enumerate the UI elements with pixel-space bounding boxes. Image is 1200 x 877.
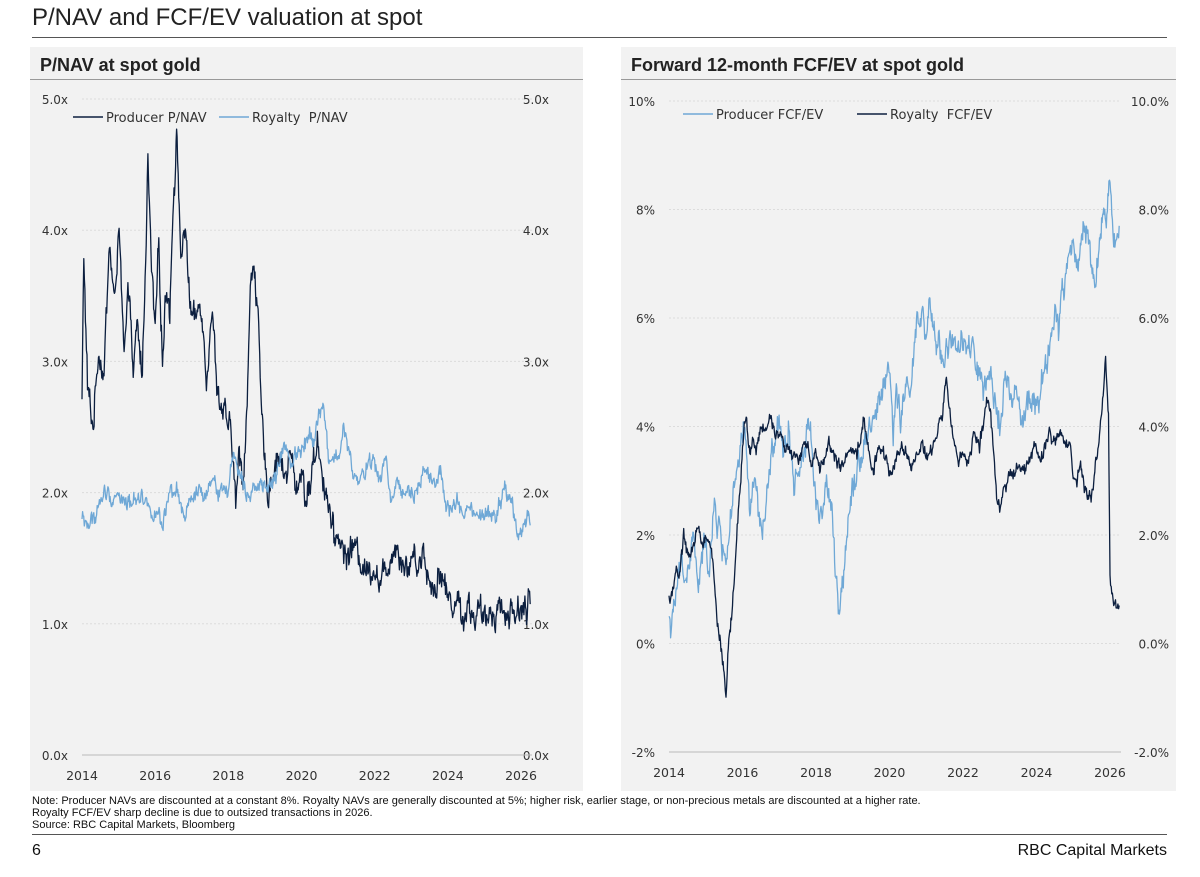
y-tick-label-right: 6.0%: [1139, 312, 1170, 326]
y-tick-label-right: -2.0%: [1134, 746, 1169, 760]
x-tick-label: 2014: [66, 768, 98, 783]
y-tick-label-left: 10%: [628, 95, 655, 109]
y-tick-label-left: 5.0x: [42, 93, 68, 107]
y-tick-label-right: 10.0%: [1131, 95, 1169, 109]
footnotes: Note: Producer NAVs are discounted at a …: [32, 795, 921, 831]
x-tick-label: 2022: [359, 768, 391, 783]
y-tick-label-left: 4%: [636, 421, 655, 435]
legend-label-royalty-fcfev: Royalty FCF/EV: [890, 108, 992, 123]
x-tick-label: 2016: [139, 768, 171, 783]
y-tick-label-right: 2.0x: [523, 487, 549, 501]
y-tick-label-left: 8%: [636, 204, 655, 218]
y-tick-label-left: 0.0x: [42, 749, 68, 763]
page-title: P/NAV and FCF/EV valuation at spot: [32, 4, 423, 31]
x-tick-label: 2024: [1021, 765, 1053, 780]
x-tick-label: 2018: [800, 765, 832, 780]
y-tick-label-left: 0%: [636, 638, 655, 652]
x-tick-label: 2018: [212, 768, 244, 783]
y-tick-label-right: 0.0%: [1139, 638, 1170, 652]
x-tick-label: 2024: [432, 768, 464, 783]
series-line-producer-fcf-ev: [668, 179, 1120, 639]
x-tick-label: 2020: [874, 765, 906, 780]
x-tick-label: 2020: [286, 768, 318, 783]
series-line-royalty-fcf-ev: [668, 355, 1120, 698]
y-tick-label-left: 1.0x: [42, 618, 68, 632]
y-tick-label-right: 4.0x: [523, 224, 549, 238]
y-tick-label-right: 2.0%: [1139, 529, 1170, 543]
x-tick-label: 2026: [505, 768, 537, 783]
legend-label-royalty-pnav: Royalty P/NAV: [252, 111, 348, 126]
footer-brand: RBC Capital Markets: [1017, 842, 1167, 859]
x-tick-label: 2016: [727, 765, 759, 780]
page-number: 6: [32, 842, 41, 859]
series-line-royalty-p-nav: [81, 402, 531, 541]
y-tick-label-left: -2%: [632, 746, 655, 760]
y-tick-label-left: 6%: [636, 312, 655, 326]
x-tick-label: 2014: [653, 765, 685, 780]
y-tick-label-right: 4.0%: [1139, 421, 1170, 435]
fcfev-chart-title: Forward 12-month FCF/EV at spot gold: [631, 55, 964, 75]
footnote-line: Royalty FCF/EV sharp decline is due to o…: [32, 807, 373, 819]
y-tick-label-left: 2%: [636, 529, 655, 543]
title-divider: [32, 37, 1167, 38]
y-tick-label-left: 3.0x: [42, 355, 68, 369]
fcfev-panel: Forward 12-month FCF/EV at spot gold -2%…: [621, 47, 1176, 791]
pnav-panel: P/NAV at spot gold 0.0x 0.0x 1.0x 1.0x 2.0x 2…: [30, 47, 583, 791]
y-tick-label-right: 1.0x: [523, 618, 549, 632]
legend-label-producer-fcfev: Producer FCF/EV: [716, 108, 823, 123]
source-line: Source: RBC Capital Markets, Bloomberg: [32, 819, 235, 831]
x-tick-label: 2022: [947, 765, 979, 780]
y-tick-label-right: 0.0x: [523, 749, 549, 763]
x-tick-label: 2026: [1094, 765, 1126, 780]
fcfev-title-divider: [621, 79, 1176, 80]
fcfev-chart: -2% -2.0% 0% 0.0% 2% 2.0% 4% 4.0% 6% 6.0% 8% 8.0% 10…: [628, 95, 1170, 780]
series-line-producer-p-nav: [81, 128, 531, 634]
y-tick-label-left: 2.0x: [42, 487, 68, 501]
pnav-title-divider: [30, 79, 583, 80]
y-tick-label-left: 4.0x: [42, 224, 68, 238]
footnote-line: Note: Producer NAVs are discounted at a …: [32, 795, 921, 807]
y-tick-label-right: 3.0x: [523, 355, 549, 369]
legend-label-producer-pnav: Producer P/NAV: [106, 111, 207, 126]
pnav-chart: 0.0x 0.0x 1.0x 1.0x 2.0x 2.0x 3.0x 3.0x 4.0x 4.0x…: [42, 93, 549, 783]
pnav-chart-title: P/NAV at spot gold: [40, 55, 201, 75]
y-tick-label-right: 5.0x: [523, 93, 549, 107]
footer-divider: [32, 834, 1167, 835]
y-tick-label-right: 8.0%: [1139, 204, 1170, 218]
